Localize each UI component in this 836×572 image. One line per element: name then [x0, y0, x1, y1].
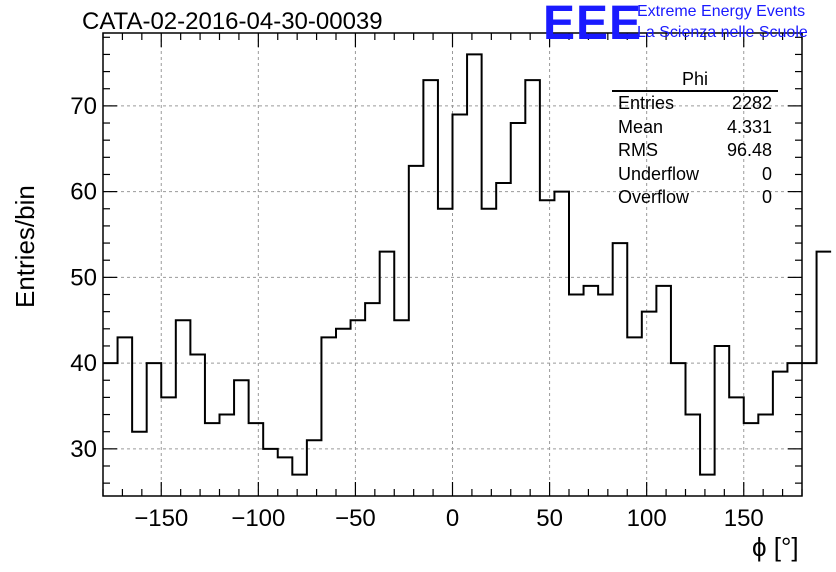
logo-caption-line2: La Scienza nelle Scuole [637, 24, 808, 41]
stats-row-entries: Entries 2282 [612, 92, 778, 116]
histogram-bin [176, 320, 191, 496]
histogram-bin [190, 355, 205, 496]
histogram-bin [671, 363, 686, 496]
histogram-bin [554, 192, 569, 496]
histogram-bin [642, 312, 657, 496]
histogram-bin [511, 123, 526, 496]
histogram-bin [132, 432, 147, 496]
histogram-bin [700, 475, 715, 496]
histogram-bin [380, 252, 395, 496]
histogram-outline [103, 53, 832, 476]
axis-ticks [102, 33, 803, 496]
histogram-bin [540, 200, 555, 496]
histogram-bin [234, 380, 249, 496]
x-tick-label: 50 [536, 505, 563, 532]
y-tick-label: 30 [70, 436, 97, 463]
stats-row-underflow: Underflow 0 [612, 163, 778, 187]
histogram-bin [220, 415, 235, 496]
eee-logo: EEE [543, 0, 643, 50]
histogram-bin [321, 337, 336, 496]
histogram-bin [817, 252, 832, 496]
histogram-bin [205, 423, 220, 496]
stats-label: Underflow [618, 163, 700, 184]
histogram-bin [773, 372, 788, 496]
x-tick-label: 150 [724, 505, 764, 532]
histogram-bin [409, 166, 424, 496]
y-tick-label: 40 [70, 350, 97, 377]
stats-value: 0 [761, 187, 772, 207]
histogram-bin [394, 320, 409, 496]
x-axis-label: ϕ [°] [752, 532, 799, 562]
histogram-bin [758, 415, 773, 496]
x-tick-label: −50 [335, 505, 376, 532]
y-tick-label: 60 [70, 179, 97, 206]
histogram-bin [336, 329, 351, 496]
histogram-bin [292, 475, 307, 496]
histogram-bin [438, 209, 453, 496]
stats-label: Mean [618, 116, 664, 137]
histogram-bin [118, 337, 133, 496]
histogram-bin [787, 363, 802, 496]
histogram-bin [482, 209, 497, 496]
x-tick-label: 0 [446, 505, 459, 532]
histogram-bins [103, 53, 832, 496]
y-tick-label: 50 [70, 264, 97, 291]
x-tick-label: −150 [134, 505, 188, 532]
histogram-bin [147, 363, 162, 496]
histogram-bin [161, 397, 176, 496]
histogram-bin [715, 346, 730, 496]
stats-value: 96.48 [726, 140, 772, 160]
x-tick-label: −100 [231, 505, 285, 532]
histogram-bin [686, 415, 701, 496]
histogram-bin [249, 423, 264, 496]
histogram-bin [453, 114, 468, 496]
x-tick-label: 100 [627, 505, 667, 532]
histogram-bin [423, 80, 438, 496]
stats-value: 0 [761, 163, 772, 184]
stats-value: 4.331 [726, 116, 772, 137]
histogram-bin [103, 363, 118, 496]
histogram-bin [656, 286, 671, 496]
histogram-bin [584, 286, 599, 496]
stats-row-mean: Mean 4.331 [612, 116, 778, 140]
y-tick-label: 70 [70, 93, 97, 120]
histogram-bin [263, 449, 278, 496]
chart-title: CATA-02-2016-04-30-00039 [82, 8, 383, 35]
histogram-bin [802, 363, 817, 496]
tick-labels: −150 −100 −50 0 50 100 150 30 40 50 60 70 [70, 93, 763, 532]
histogram-bin [467, 54, 482, 496]
logo-caption-line1: Extreme Energy Events [637, 3, 806, 20]
stats-row-rms: RMS 96.48 [612, 139, 778, 163]
histogram-bin [525, 80, 540, 496]
stats-label: Overflow [618, 187, 690, 207]
histogram-bin [496, 183, 511, 496]
histogram-bin [729, 397, 744, 496]
histogram-bin [307, 440, 322, 496]
plot-frame [102, 32, 803, 497]
histogram-bin [744, 423, 759, 496]
histogram-bin [365, 303, 380, 496]
histogram-bin [351, 320, 366, 496]
y-axis-label: Entries/bin [10, 185, 40, 308]
stats-label: Entries [618, 93, 675, 113]
histogram-bin [278, 457, 293, 496]
stats-row-overflow: Overflow 0 [612, 186, 778, 210]
histogram-bin [569, 295, 584, 496]
stats-box: Phi Entries 2282 Mean 4.331 RMS 96.48 Un… [612, 68, 778, 210]
histogram-bin [613, 243, 628, 496]
histogram-bin [598, 295, 613, 496]
stats-value: 2282 [731, 93, 772, 113]
stats-title: Phi [612, 68, 778, 92]
stats-label: RMS [618, 140, 658, 160]
histogram-bin [627, 337, 642, 496]
